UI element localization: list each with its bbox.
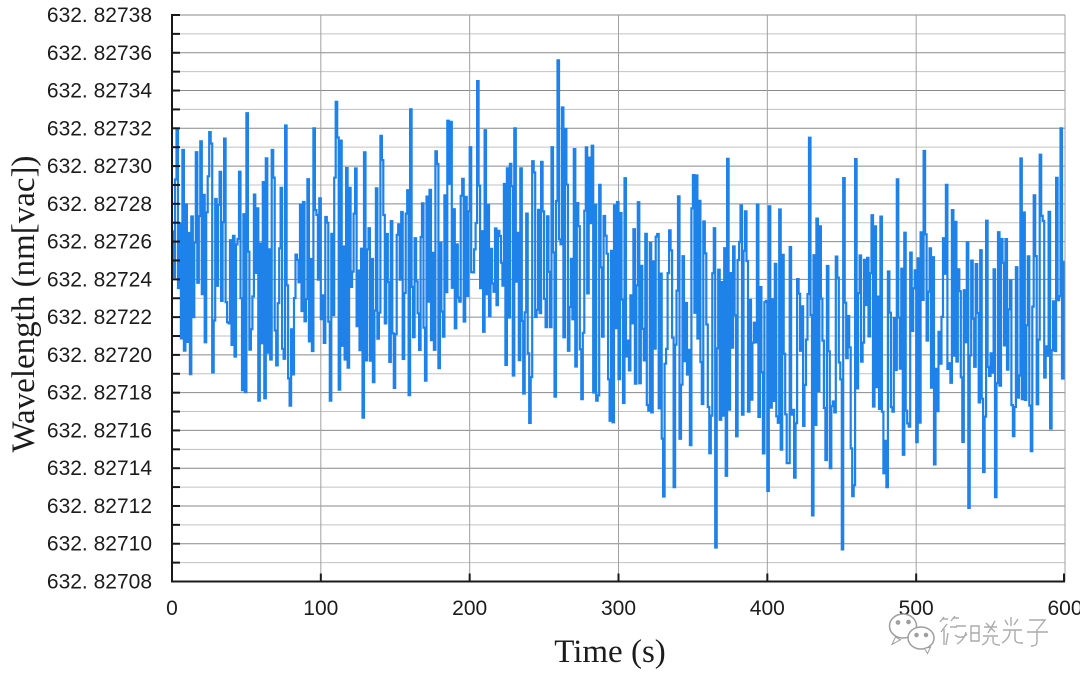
svg-text:632. 82714: 632. 82714 — [47, 457, 152, 480]
svg-text:632. 82734: 632. 82734 — [47, 80, 152, 103]
svg-text:0: 0 — [166, 597, 178, 620]
svg-text:632. 82738: 632. 82738 — [47, 4, 152, 27]
svg-text:100: 100 — [303, 597, 338, 620]
svg-text:632. 82720: 632. 82720 — [47, 344, 152, 367]
svg-text:632. 82716: 632. 82716 — [47, 419, 152, 442]
svg-text:632. 82736: 632. 82736 — [47, 42, 152, 65]
svg-text:632. 82712: 632. 82712 — [47, 495, 152, 518]
svg-text:632. 82726: 632. 82726 — [47, 231, 152, 254]
svg-text:400: 400 — [750, 597, 785, 620]
svg-text:600: 600 — [1047, 597, 1080, 620]
svg-text:Wavelength (nm[vac]): Wavelength (nm[vac]) — [6, 156, 42, 453]
svg-text:632. 82722: 632. 82722 — [47, 306, 152, 329]
svg-text:632. 82718: 632. 82718 — [47, 382, 152, 405]
svg-text:200: 200 — [452, 597, 487, 620]
svg-text:Time (s): Time (s) — [554, 634, 666, 670]
svg-text:632. 82724: 632. 82724 — [47, 268, 152, 291]
svg-text:632. 82710: 632. 82710 — [47, 533, 152, 556]
svg-text:632. 82732: 632. 82732 — [47, 117, 152, 140]
svg-text:632. 82730: 632. 82730 — [47, 155, 152, 178]
svg-text:300: 300 — [601, 597, 636, 620]
svg-text:632. 82728: 632. 82728 — [47, 193, 152, 216]
svg-text:632. 82708: 632. 82708 — [47, 571, 152, 594]
